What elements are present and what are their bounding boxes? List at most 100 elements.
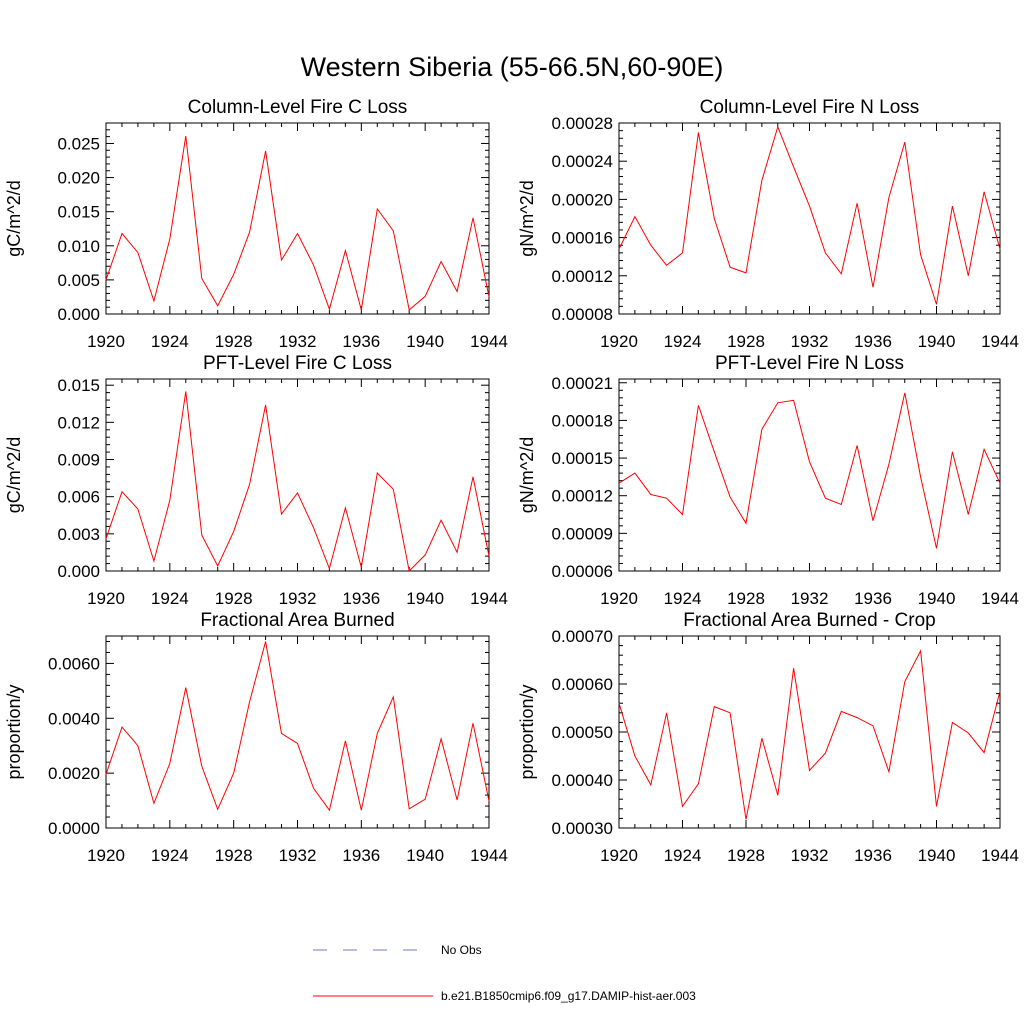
x-tick-label: 1936 bbox=[342, 589, 380, 608]
y-tick-label: 0.010 bbox=[57, 237, 100, 256]
y-tick-label: 0.00009 bbox=[552, 524, 613, 543]
panel-title: Column-Level Fire N Loss bbox=[700, 97, 920, 118]
plot-frame bbox=[105, 635, 490, 829]
x-tick-label: 1924 bbox=[151, 589, 189, 608]
y-tick-label: 0.00028 bbox=[552, 114, 613, 133]
chart-panel-5: Fractional Area Burned proportion/y 1920 19… bbox=[4, 610, 508, 865]
x-tick-label: 1940 bbox=[918, 846, 956, 865]
plot-frame bbox=[105, 122, 490, 315]
series-line bbox=[105, 135, 490, 311]
y-tick-label: 0.000 bbox=[57, 305, 100, 324]
x-tick-label: 1928 bbox=[727, 846, 765, 865]
legend-item-no-obs: No Obs bbox=[313, 943, 482, 957]
plot-frame bbox=[618, 378, 1001, 572]
x-tick-label: 1924 bbox=[151, 332, 189, 351]
x-tick-label: 1924 bbox=[151, 846, 189, 865]
legend-item-model-run: b.e21.B1850cmip6.f09_g17.DAMIP-hist-aer.… bbox=[313, 989, 696, 1003]
x-tick-label: 1928 bbox=[215, 332, 253, 351]
x-tick-label: 1936 bbox=[854, 332, 892, 351]
y-axis-label: proportion/y bbox=[517, 684, 537, 779]
legend-label-no-obs: No Obs bbox=[441, 943, 482, 957]
y-tick-label: 0.015 bbox=[57, 376, 100, 395]
x-tick-label: 1944 bbox=[470, 846, 508, 865]
x-tick-label: 1936 bbox=[342, 332, 380, 351]
y-tick-label: 0.00040 bbox=[552, 771, 613, 790]
y-axis-label: proportion/y bbox=[4, 684, 24, 779]
y-tick-label: 0.00015 bbox=[552, 449, 613, 468]
x-tick-label: 1920 bbox=[600, 589, 638, 608]
y-tick-label: 0.00012 bbox=[552, 267, 613, 286]
chart-panel-1: Column-Level Fire C Loss gC/m^2/d 1920 1924… bbox=[4, 97, 508, 351]
y-tick-label: 0.00018 bbox=[552, 411, 613, 430]
y-tick-label: 0.00050 bbox=[552, 723, 613, 742]
x-tick-label: 1924 bbox=[664, 846, 702, 865]
x-tick-label: 1940 bbox=[918, 589, 956, 608]
chart-panels: Column-Level Fire C Loss gC/m^2/d 1920 1924… bbox=[4, 97, 1019, 865]
x-tick-label: 1944 bbox=[470, 589, 508, 608]
y-tick-label: 0.009 bbox=[57, 451, 100, 470]
chart-panel-6: Fractional Area Burned - Crop proportion/… bbox=[517, 610, 1019, 865]
y-tick-label: 0.000 bbox=[57, 562, 100, 581]
x-tick-label: 1936 bbox=[854, 589, 892, 608]
y-tick-label: 0.015 bbox=[57, 203, 100, 222]
x-tick-label: 1940 bbox=[406, 332, 444, 351]
x-tick-label: 1920 bbox=[87, 332, 125, 351]
series-line bbox=[618, 392, 1001, 549]
y-tick-label: 0.005 bbox=[57, 271, 100, 290]
y-tick-label: 0.00021 bbox=[552, 374, 613, 393]
x-tick-label: 1940 bbox=[406, 589, 444, 608]
chart-panel-4: PFT-Level Fire N Loss gN/m^2/d 1920 1924 192… bbox=[517, 353, 1019, 608]
x-tick-label: 1932 bbox=[279, 332, 317, 351]
x-tick-label: 1928 bbox=[215, 589, 253, 608]
y-tick-label: 0.00030 bbox=[552, 819, 613, 838]
panel-title: Fractional Area Burned - Crop bbox=[683, 610, 935, 631]
panel-title: PFT-Level Fire N Loss bbox=[715, 353, 904, 374]
x-tick-label: 1936 bbox=[342, 846, 380, 865]
x-tick-label: 1932 bbox=[279, 589, 317, 608]
x-tick-label: 1920 bbox=[600, 846, 638, 865]
y-tick-label: 0.00070 bbox=[552, 627, 613, 646]
panel-title: Fractional Area Burned bbox=[200, 610, 394, 631]
x-tick-label: 1924 bbox=[664, 332, 702, 351]
chart-panel-3: PFT-Level Fire C Loss gC/m^2/d 1920 1924 192… bbox=[4, 353, 508, 608]
x-tick-label: 1936 bbox=[854, 846, 892, 865]
y-tick-label: 0.006 bbox=[57, 488, 100, 507]
y-tick-label: 0.00008 bbox=[552, 305, 613, 324]
y-tick-label: 0.003 bbox=[57, 525, 100, 544]
panel-title: PFT-Level Fire C Loss bbox=[203, 353, 392, 374]
x-tick-label: 1932 bbox=[791, 589, 829, 608]
x-tick-label: 1944 bbox=[981, 846, 1019, 865]
y-tick-label: 0.0020 bbox=[48, 764, 100, 783]
x-tick-label: 1940 bbox=[918, 332, 956, 351]
figure-title: Western Siberia (55-66.5N,60-90E) bbox=[301, 52, 724, 82]
y-tick-label: 0.00016 bbox=[552, 229, 613, 248]
x-tick-label: 1932 bbox=[279, 846, 317, 865]
x-tick-label: 1928 bbox=[215, 846, 253, 865]
y-axis-label: gN/m^2/d bbox=[517, 180, 537, 256]
x-tick-label: 1928 bbox=[727, 589, 765, 608]
x-tick-label: 1924 bbox=[664, 589, 702, 608]
y-tick-label: 0.020 bbox=[57, 169, 100, 188]
y-axis-label: gC/m^2/d bbox=[4, 437, 24, 513]
y-tick-label: 0.025 bbox=[57, 134, 100, 153]
chart-panel-2: Column-Level Fire N Loss gN/m^2/d 1920 1924… bbox=[517, 97, 1019, 351]
panel-title: Column-Level Fire C Loss bbox=[188, 97, 408, 118]
legend-label-model-run: b.e21.B1850cmip6.f09_g17.DAMIP-hist-aer.… bbox=[441, 989, 696, 1003]
y-tick-label: 0.00012 bbox=[552, 487, 613, 506]
x-tick-label: 1928 bbox=[727, 332, 765, 351]
x-tick-label: 1940 bbox=[406, 846, 444, 865]
y-axis-label: gN/m^2/d bbox=[517, 437, 537, 513]
x-tick-label: 1932 bbox=[791, 332, 829, 351]
plot-frame bbox=[618, 635, 1001, 829]
x-tick-label: 1944 bbox=[981, 332, 1019, 351]
series-line bbox=[618, 125, 1001, 305]
y-tick-label: 0.00024 bbox=[552, 152, 613, 171]
x-tick-label: 1920 bbox=[87, 589, 125, 608]
plot-frame bbox=[618, 122, 1001, 315]
y-tick-label: 0.00020 bbox=[552, 190, 613, 209]
y-tick-label: 0.012 bbox=[57, 413, 100, 432]
y-tick-label: 0.0060 bbox=[48, 654, 100, 673]
series-line bbox=[618, 649, 1001, 820]
x-tick-label: 1920 bbox=[87, 846, 125, 865]
